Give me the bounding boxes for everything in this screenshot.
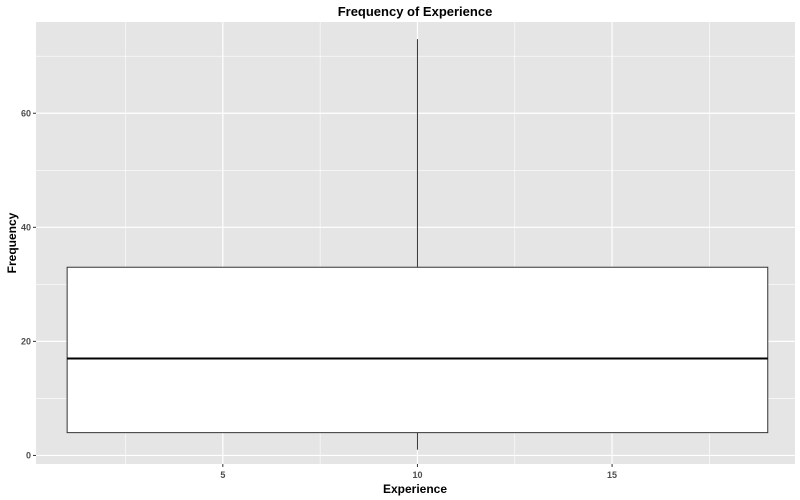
chart-title: Frequency of Experience xyxy=(338,4,493,19)
x-axis-title: Experience xyxy=(383,482,447,496)
y-axis-title: Frequency xyxy=(5,212,19,273)
y-tick-label: 40 xyxy=(21,222,31,232)
y-tick-label: 60 xyxy=(21,108,31,118)
box-layer xyxy=(66,39,769,450)
y-axis: 0 20 40 60 xyxy=(21,108,36,460)
x-tick-label: 15 xyxy=(607,470,617,480)
box-iqr xyxy=(66,266,769,434)
x-tick-label: 10 xyxy=(412,470,422,480)
x-axis: 5 10 15 xyxy=(220,464,617,480)
x-tick-label: 5 xyxy=(220,470,225,480)
y-tick-label: 20 xyxy=(21,336,31,346)
y-tick-label: 0 xyxy=(26,450,31,460)
